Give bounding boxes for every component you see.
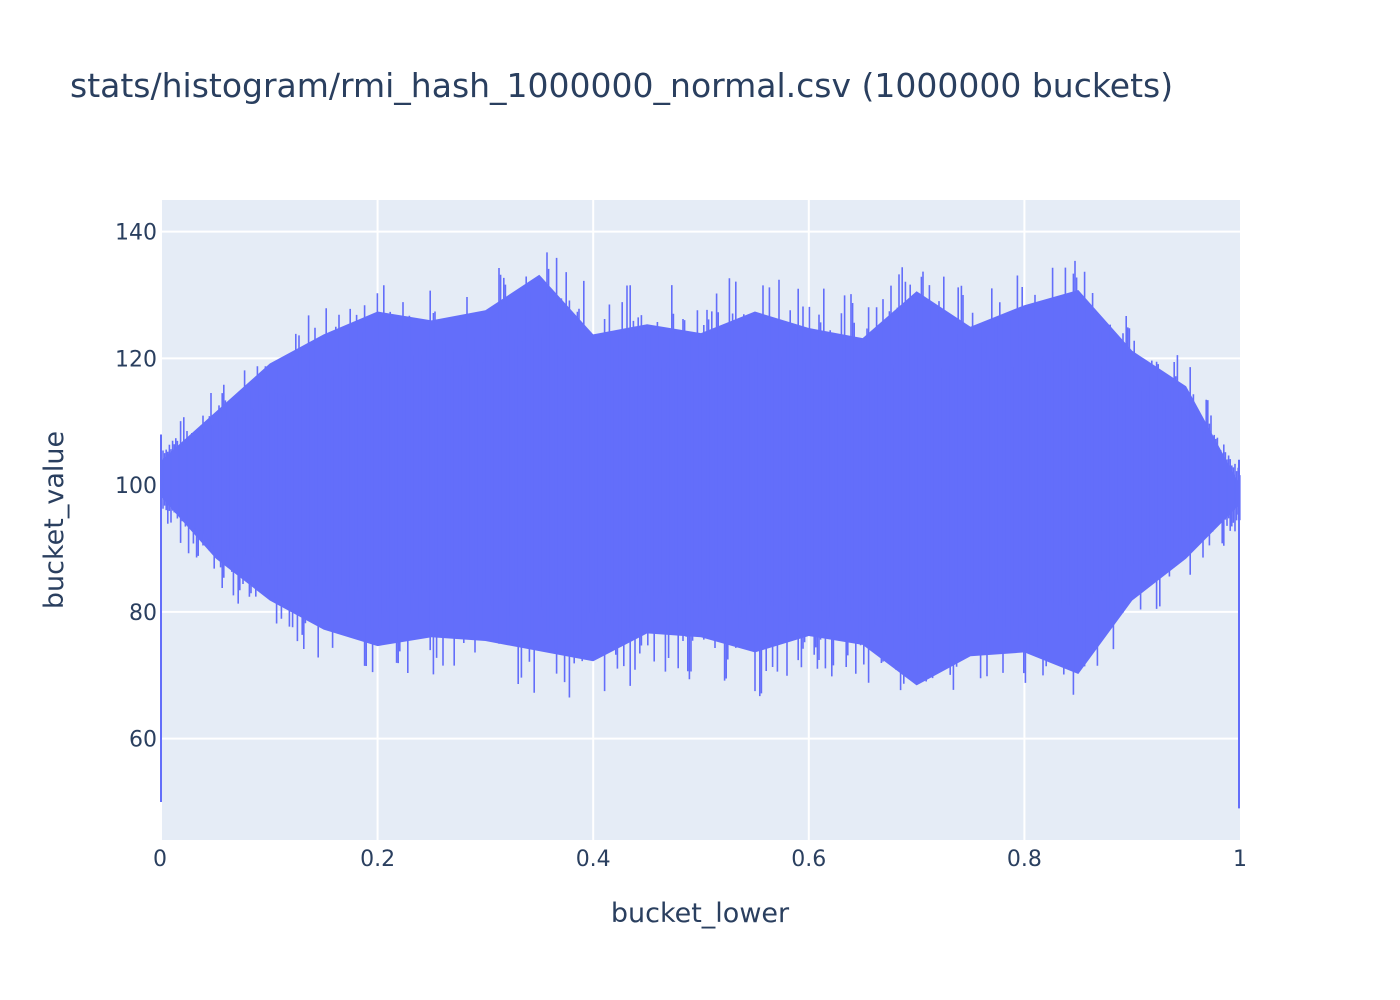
y-tick-label: 60 [129,728,157,753]
x-tick-label: 0.6 [791,847,826,872]
x-axis-title: bucket_lower [611,898,790,929]
x-tick-label: 0.4 [576,847,611,872]
x-tick-label: 0.2 [360,847,395,872]
y-tick-label: 140 [115,221,157,246]
y-axis-title: bucket_value [39,431,70,609]
x-tick-label: 0 [153,847,167,872]
series-spikes [162,252,1241,698]
y-tick-label: 80 [129,601,157,626]
y-tick-labels: 60 80 100 120 140 [115,221,157,753]
chart-title: stats/histogram/rmi_hash_1000000_normal.… [70,66,1174,105]
y-tick-label: 100 [115,474,157,499]
x-tick-label: 0.8 [1007,847,1042,872]
x-tick-labels: 0 0.2 0.4 0.6 0.8 1 [153,847,1247,872]
x-tick-label: 1 [1233,847,1247,872]
y-tick-label: 120 [115,347,157,372]
data-marks [160,252,1241,809]
